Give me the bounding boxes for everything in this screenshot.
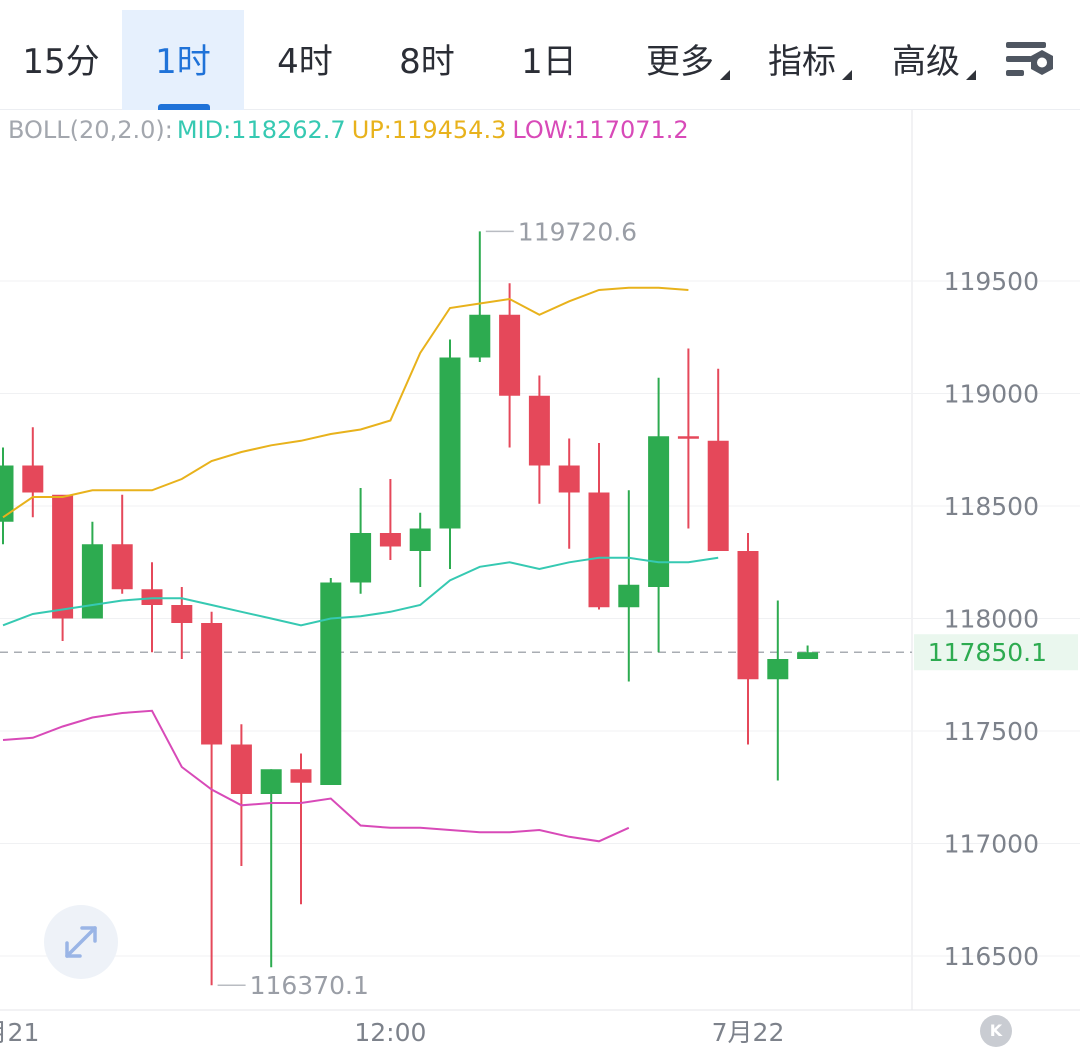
tab-1h[interactable]: 1时 (122, 10, 244, 110)
boll-legend-mid: MID:118262.7 (176, 116, 346, 144)
current-price-label: 117850.1 (928, 638, 1047, 667)
k-logo-icon: K (980, 1015, 1012, 1047)
candle-body (499, 314, 521, 396)
tab-more[interactable]: 更多 (630, 10, 730, 110)
expand-arrows-icon (65, 926, 97, 958)
chart-settings-icon[interactable] (1000, 38, 1060, 86)
candle-body (260, 769, 282, 794)
tab-1d[interactable]: 1日 (488, 10, 610, 110)
candle-body (618, 584, 640, 608)
active-tab-indicator (158, 104, 210, 110)
boll-mid-line (2, 556, 719, 627)
x-tick-label: 7月21 (0, 1018, 39, 1047)
candle-body (171, 605, 193, 623)
candle-body (439, 357, 461, 529)
dropdown-caret-icon (966, 70, 976, 80)
candle-body (81, 544, 103, 619)
low-marker-label: 116370.1 (250, 971, 369, 1000)
y-tick-label: 118000 (944, 605, 1039, 634)
timeframe-tab-bar: 15分 1时 4时 8时 1日 更多 指标 高级 (0, 0, 1080, 110)
tab-label: 1时 (155, 42, 211, 82)
y-tick-label: 116500 (944, 942, 1039, 971)
tab-label: 8时 (399, 42, 455, 82)
candle-body (0, 465, 14, 522)
tab-8h[interactable]: 8时 (366, 10, 488, 110)
candle-body (528, 395, 550, 466)
candle-body (52, 494, 74, 619)
boll-upper-line (2, 286, 689, 519)
candle-body (588, 492, 610, 608)
tab-label: 15分 (22, 42, 100, 82)
boll-legend: BOLL(20,2.0): MID:118262.7 UP:119454.3 LOW:… (8, 116, 695, 144)
tab-4h[interactable]: 4时 (244, 10, 366, 110)
x-tick-label: 7月22 (712, 1018, 785, 1047)
x-tick-label: 12:00 (354, 1018, 426, 1047)
candle-body (767, 659, 789, 680)
candle-body (201, 623, 223, 745)
boll-legend-name: BOLL(20,2.0): (8, 116, 173, 144)
candle-body (677, 436, 699, 439)
candle-body (797, 652, 819, 659)
candle-body (141, 589, 163, 605)
y-tick-label: 119000 (944, 380, 1039, 409)
y-tick-label: 119500 (944, 267, 1039, 296)
candle-body (707, 440, 729, 551)
boll-lower-line (2, 709, 630, 843)
candle-body (350, 533, 372, 583)
current-price-label-bg (914, 634, 1078, 671)
candle-body (469, 314, 491, 358)
candle-body (111, 544, 133, 590)
y-tick-label: 118500 (944, 492, 1039, 521)
tab-indicators[interactable]: 指标 (752, 10, 852, 110)
tab-label: 4时 (277, 42, 333, 82)
boll-legend-low: LOW:117071.2 (512, 116, 689, 144)
tab-15min[interactable]: 15分 (0, 10, 122, 110)
candle-body (22, 465, 44, 493)
tab-label: 更多 (646, 42, 714, 82)
dropdown-caret-icon (720, 70, 730, 80)
candle-body (290, 769, 312, 783)
tab-advanced[interactable]: 高级 (876, 10, 976, 110)
candle-body (320, 582, 342, 785)
candle-body (737, 551, 759, 680)
candle-body (409, 528, 431, 551)
boll-legend-up: UP:119454.3 (351, 116, 507, 144)
y-tick-label: 117000 (944, 830, 1039, 859)
tab-label: 1日 (521, 42, 577, 82)
expand-button[interactable] (44, 905, 118, 979)
candle-body (379, 533, 401, 547)
candle-body (558, 465, 580, 493)
tab-label: 指标 (768, 42, 836, 82)
candle-body (230, 744, 252, 794)
candle-body (648, 436, 670, 587)
dropdown-caret-icon (842, 70, 852, 80)
tab-label: 高级 (892, 42, 960, 82)
y-tick-label: 117500 (944, 717, 1039, 746)
high-marker-label: 119720.6 (518, 217, 637, 246)
